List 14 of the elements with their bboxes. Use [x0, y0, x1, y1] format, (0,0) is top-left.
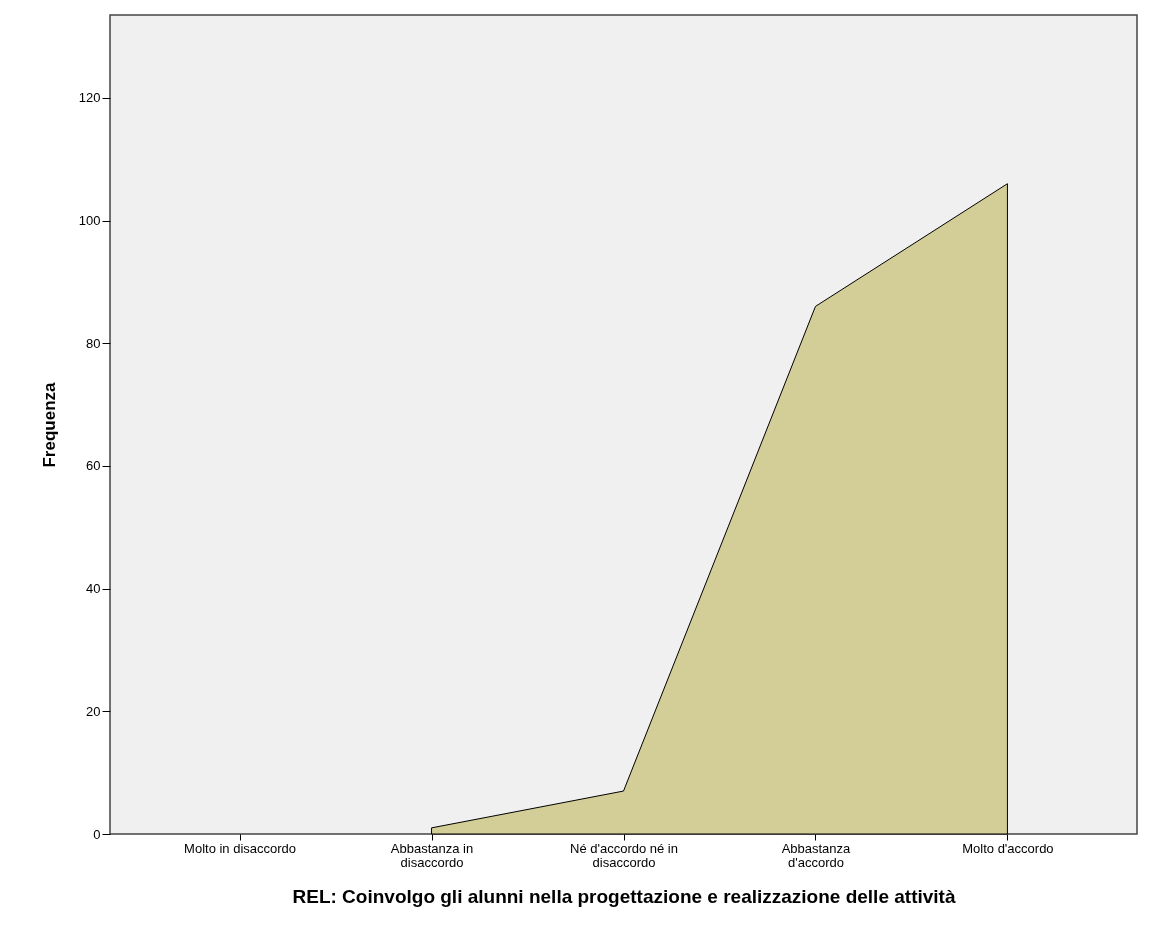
x-tick-label: Né d'accordo né in disaccordo [570, 840, 678, 870]
y-tick-label: 40 [86, 581, 101, 597]
y-tick-label: 80 [86, 335, 101, 351]
y-tick-label: 60 [86, 458, 101, 474]
y-tick-label: 100 [78, 213, 101, 229]
y-axis-title: Frequenza [39, 381, 59, 468]
y-tick-label: 0 [93, 826, 101, 842]
x-tick-label: Molto in disaccordo [184, 840, 297, 856]
y-tick-label: 120 [78, 90, 101, 106]
x-tick-label: Abbastanza d'accordo [781, 840, 852, 870]
x-axis-title: REL: Coinvolgo gli alunni nella progettazione e realizzazione delle attività [292, 885, 956, 907]
y-tick-label: 20 [86, 703, 101, 719]
x-tick-label: Abbastanza in disaccordo [390, 840, 474, 870]
x-tick-label: Molto d'accordo [962, 840, 1054, 856]
